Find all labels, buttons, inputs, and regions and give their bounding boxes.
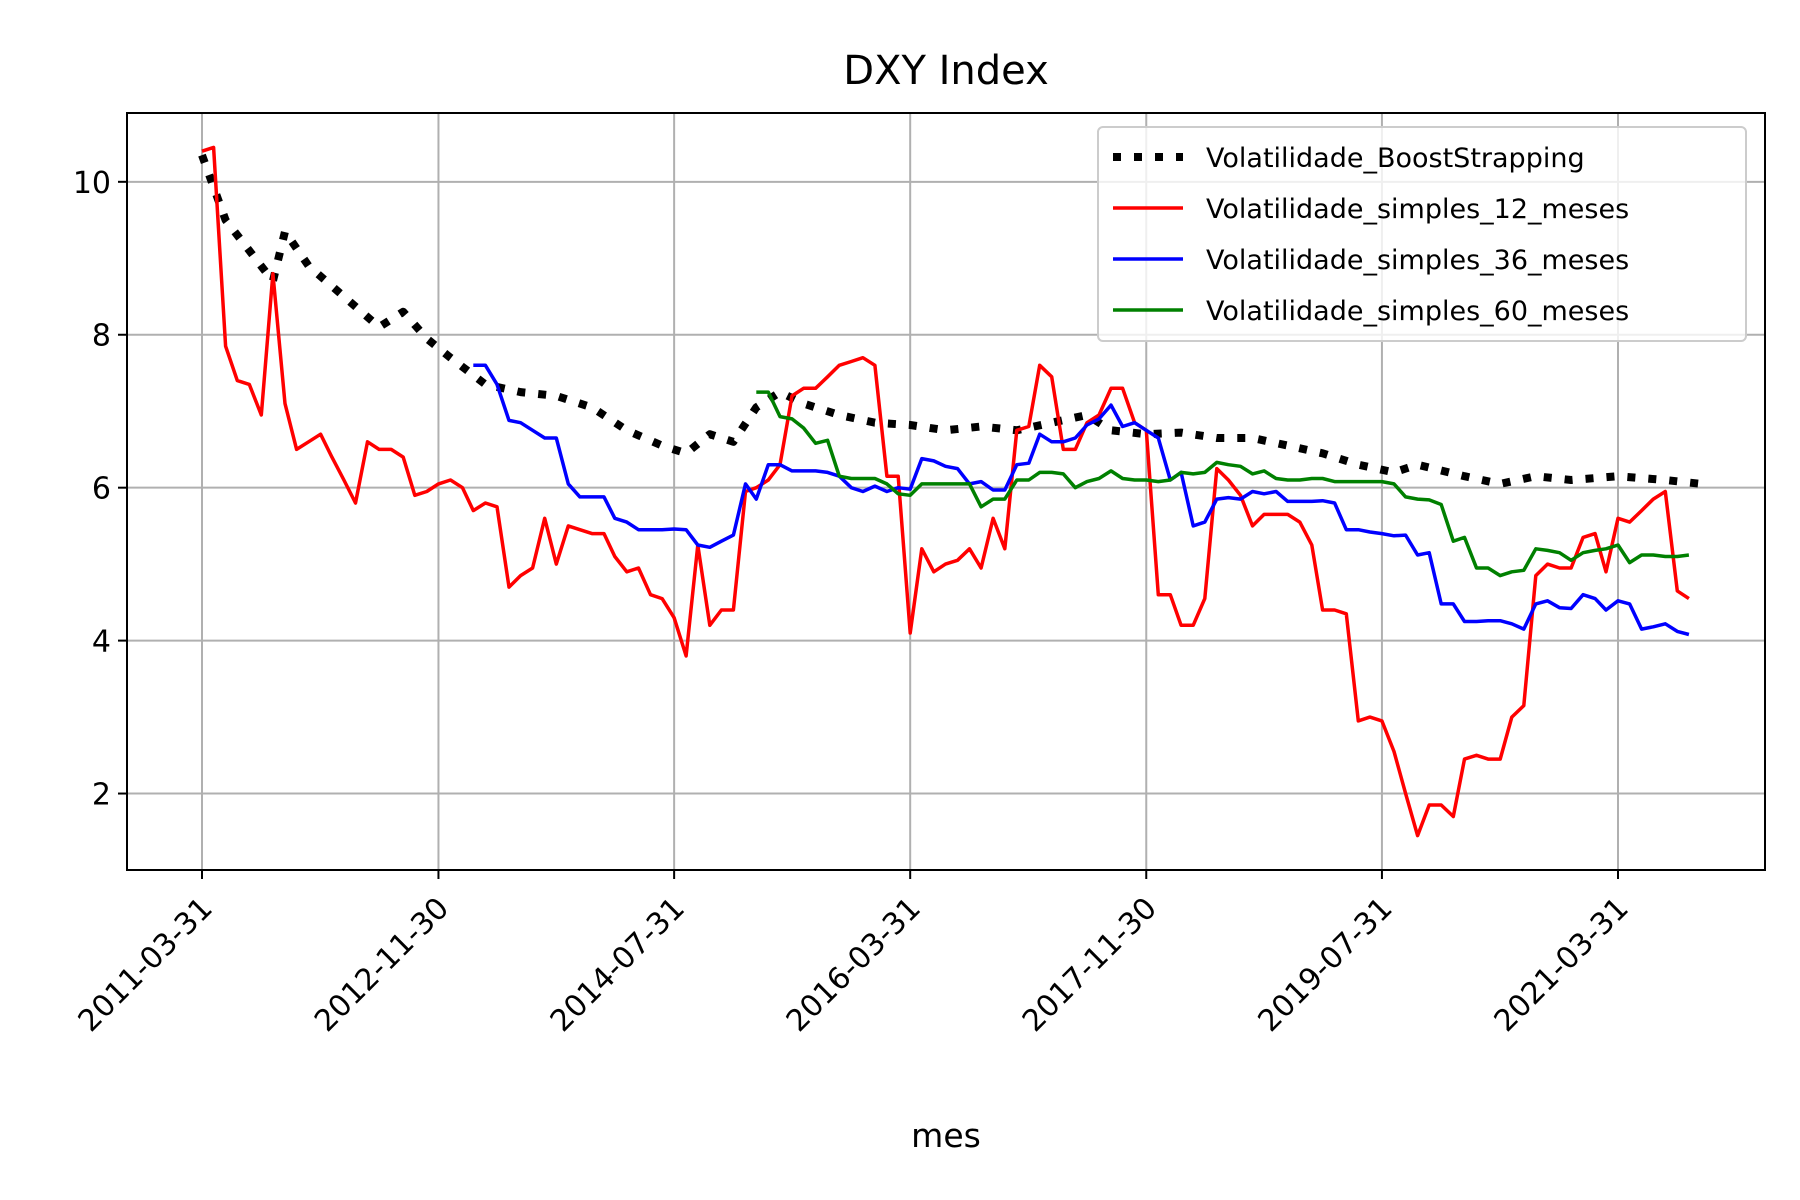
legend: Volatilidade_BoostStrapping Volatilidade_…: [1097, 126, 1747, 342]
chart-title: DXY Index: [843, 48, 1048, 94]
legend-label-2: Volatilidade_simples_12_meses: [1206, 194, 1629, 225]
y-tick-label: 2: [92, 778, 111, 813]
legend-label-1: Volatilidade_BoostStrapping: [1206, 143, 1585, 174]
y-tick-label: 8: [92, 319, 111, 354]
series-layer: [198, 145, 1702, 838]
y-tick-label: 10: [73, 166, 111, 201]
series-line-4: [756, 390, 1690, 578]
legend-label-3: Volatilidade_simples_36_meses: [1206, 245, 1629, 276]
series-line-2: [201, 145, 1690, 838]
y-tick-label: 6: [92, 472, 111, 507]
y-axis: 2 4 6 8 10: [73, 166, 127, 813]
plot-frame: [126, 112, 1766, 871]
x-axis-label: mes: [911, 1116, 981, 1155]
grid-lines: [127, 113, 1765, 870]
series-line-3: [473, 363, 1690, 637]
y-tick-label: 4: [92, 625, 111, 660]
legend-frame: [1097, 126, 1747, 342]
legend-label-4: Volatilidade_simples_60_meses: [1206, 296, 1629, 327]
